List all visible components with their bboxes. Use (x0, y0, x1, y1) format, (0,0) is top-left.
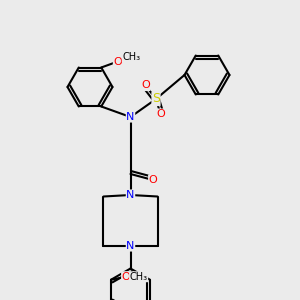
Text: O: O (148, 175, 158, 185)
Text: N: N (126, 112, 135, 122)
Text: O: O (141, 80, 150, 91)
Text: O: O (122, 272, 130, 282)
Text: N: N (126, 241, 135, 251)
Text: N: N (126, 190, 135, 200)
Text: O: O (113, 56, 122, 67)
Text: CH₃: CH₃ (130, 272, 148, 282)
Text: S: S (152, 92, 160, 106)
Text: O: O (156, 109, 165, 119)
Text: CH₃: CH₃ (122, 52, 140, 62)
